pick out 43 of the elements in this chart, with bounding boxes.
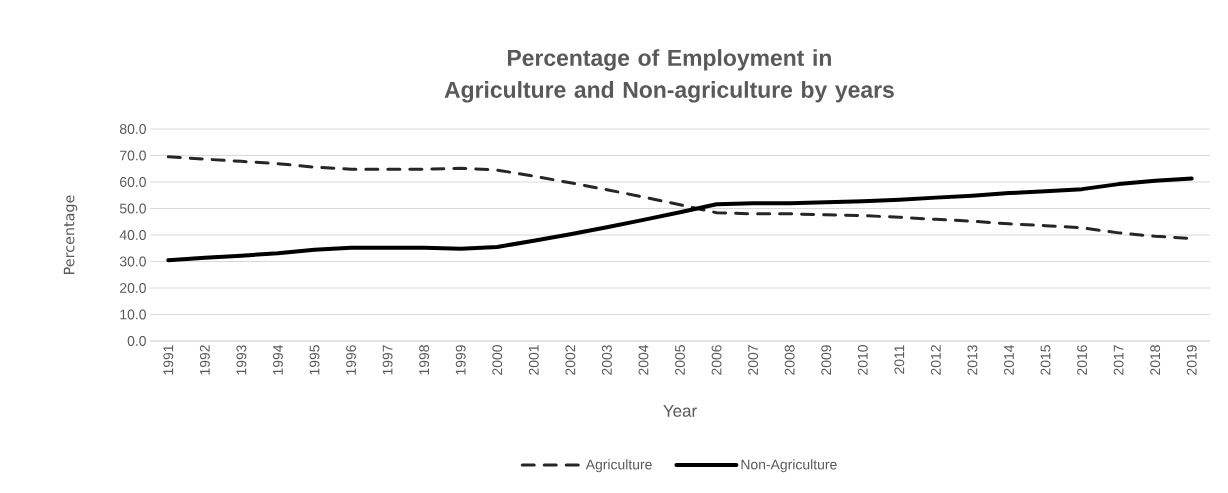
y-tick-label: 10.0 (120, 309, 146, 320)
x-tick-label: 1991 (163, 345, 174, 375)
y-tick-label: 60.0 (120, 177, 146, 187)
x-tick-label: 1996 (346, 345, 356, 375)
x-tick-label: 2018 (1150, 345, 1161, 375)
y-tick-label: 30.0 (119, 256, 146, 267)
x-tick-label: 1999 (455, 345, 466, 375)
x-tick-label: 1993 (236, 345, 247, 375)
x-tick-label: 2002 (565, 345, 576, 375)
x-tick-label: 2007 (748, 345, 759, 375)
x-tick-label: 2004 (638, 344, 649, 375)
y-tick-label: 40.0 (119, 230, 146, 240)
x-tick-label: 2012 (930, 345, 941, 375)
x-tick-label: 2000 (492, 345, 503, 375)
y-tick-label: 70.0 (120, 150, 146, 161)
legend-label: Agriculture (585, 459, 652, 473)
x-tick-label: 2006 (711, 345, 722, 375)
x-tick-label: 2001 (528, 345, 539, 375)
y-axis-title: Percentage (63, 195, 78, 274)
x-tick-label: 1998 (419, 345, 430, 375)
y-tick-label: 0.0 (127, 336, 146, 346)
y-tick-label: 20.0 (120, 283, 146, 293)
x-tick-label: 2013 (967, 345, 978, 375)
x-tick-label: 1994 (272, 344, 283, 375)
x-tick-label: 2016 (1077, 345, 1088, 375)
x-tick-label: 1995 (309, 345, 320, 375)
x-tick-label: 2005 (675, 345, 685, 375)
y-tick-label: 50.0 (119, 203, 146, 214)
x-tick-label: 2009 (821, 345, 832, 375)
x-tick-label: 1997 (382, 345, 393, 375)
x-tick-label: 2015 (1040, 345, 1051, 375)
x-tick-label: 2008 (784, 345, 795, 375)
x-tick-label: 2019 (1186, 345, 1197, 375)
y-tick-label: 80.0 (119, 124, 146, 134)
chart-title: Percentage of Employment in Agriculture and Non-agriculture by years (444, 49, 894, 103)
x-tick-label: 2014 (1004, 344, 1014, 375)
x-tick-label: 2017 (1113, 345, 1124, 375)
x-tick-label: 2011 (894, 345, 905, 374)
legend-label: Non-Agriculture (741, 459, 837, 473)
x-tick-label: 1992 (199, 345, 210, 375)
x-tick-label: 2003 (601, 345, 612, 375)
x-tick-label: 2010 (857, 345, 868, 375)
x-axis-title: Year (663, 405, 697, 417)
